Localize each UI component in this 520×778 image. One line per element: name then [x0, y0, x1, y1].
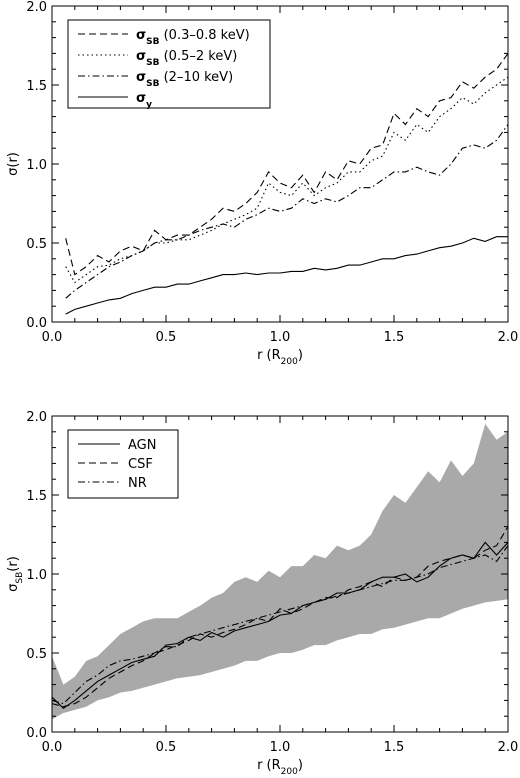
legend-label-1: σSB (0.5–2 keV): [136, 49, 237, 68]
x-tick-label: 0.0: [42, 330, 63, 345]
series-line-0: [51, 541, 509, 710]
y-axis-label: σSB(r): [6, 556, 25, 592]
x-tick-label: 1.5: [384, 330, 405, 345]
legend-box: [67, 19, 271, 109]
x-tick-label: 1.0: [270, 330, 291, 345]
x-tick-label: 0.5: [156, 740, 177, 755]
y-tick-label: 1.5: [26, 489, 47, 504]
top-panel: 0.0 0.5 1.0 1.5 2.0 0.0 0.5 1.0 1.5 2.0 r (R200) σ(…: [6, 0, 518, 367]
y-tick-label: 1.0: [26, 158, 47, 173]
x-tick-label: 0.5: [156, 330, 177, 345]
series-line-2: [65, 124, 509, 299]
series-line-0: [65, 53, 509, 276]
x-tick-label: 0.0: [42, 740, 63, 755]
x-tick-label: 1.0: [270, 740, 291, 755]
legend-label-2: σSB (2–10 keV): [136, 70, 233, 89]
y-tick-label: 0.0: [26, 316, 47, 331]
x-tick-label: 2.0: [498, 330, 519, 345]
y-tick-label: 0.5: [26, 237, 47, 252]
x-tick-label: 1.5: [384, 740, 405, 755]
bottom-panel: 0.0 0.5 1.0 1.5 2.0 0.0 0.5 1.0 1.5 2.0 r (R200) σS…: [6, 410, 518, 777]
series-line-1: [51, 526, 509, 708]
series-line-2: [51, 545, 509, 705]
legend-label-3: σy: [136, 91, 152, 110]
x-axis-label: r (R200): [257, 348, 303, 367]
series-line-3: [65, 236, 508, 315]
y-tick-label: 2.0: [26, 0, 47, 15]
legend-label-0: AGN: [128, 438, 156, 453]
x-axis-label: r (R200): [257, 758, 303, 777]
y-tick-label: 0.0: [26, 726, 47, 741]
y-axis-label: σ(r): [6, 152, 21, 176]
y-tick-label: 1.0: [26, 568, 47, 583]
legend-label-2: NR: [128, 476, 147, 491]
legend-label-1: CSF: [128, 457, 153, 472]
y-tick-label: 2.0: [26, 410, 47, 425]
y-tick-label: 0.5: [26, 647, 47, 662]
legend-box: [67, 429, 179, 499]
legend-label-0: σSB (0.3–0.8 keV): [136, 28, 250, 47]
x-tick-label: 2.0: [498, 740, 519, 755]
y-tick-label: 1.5: [26, 79, 47, 94]
